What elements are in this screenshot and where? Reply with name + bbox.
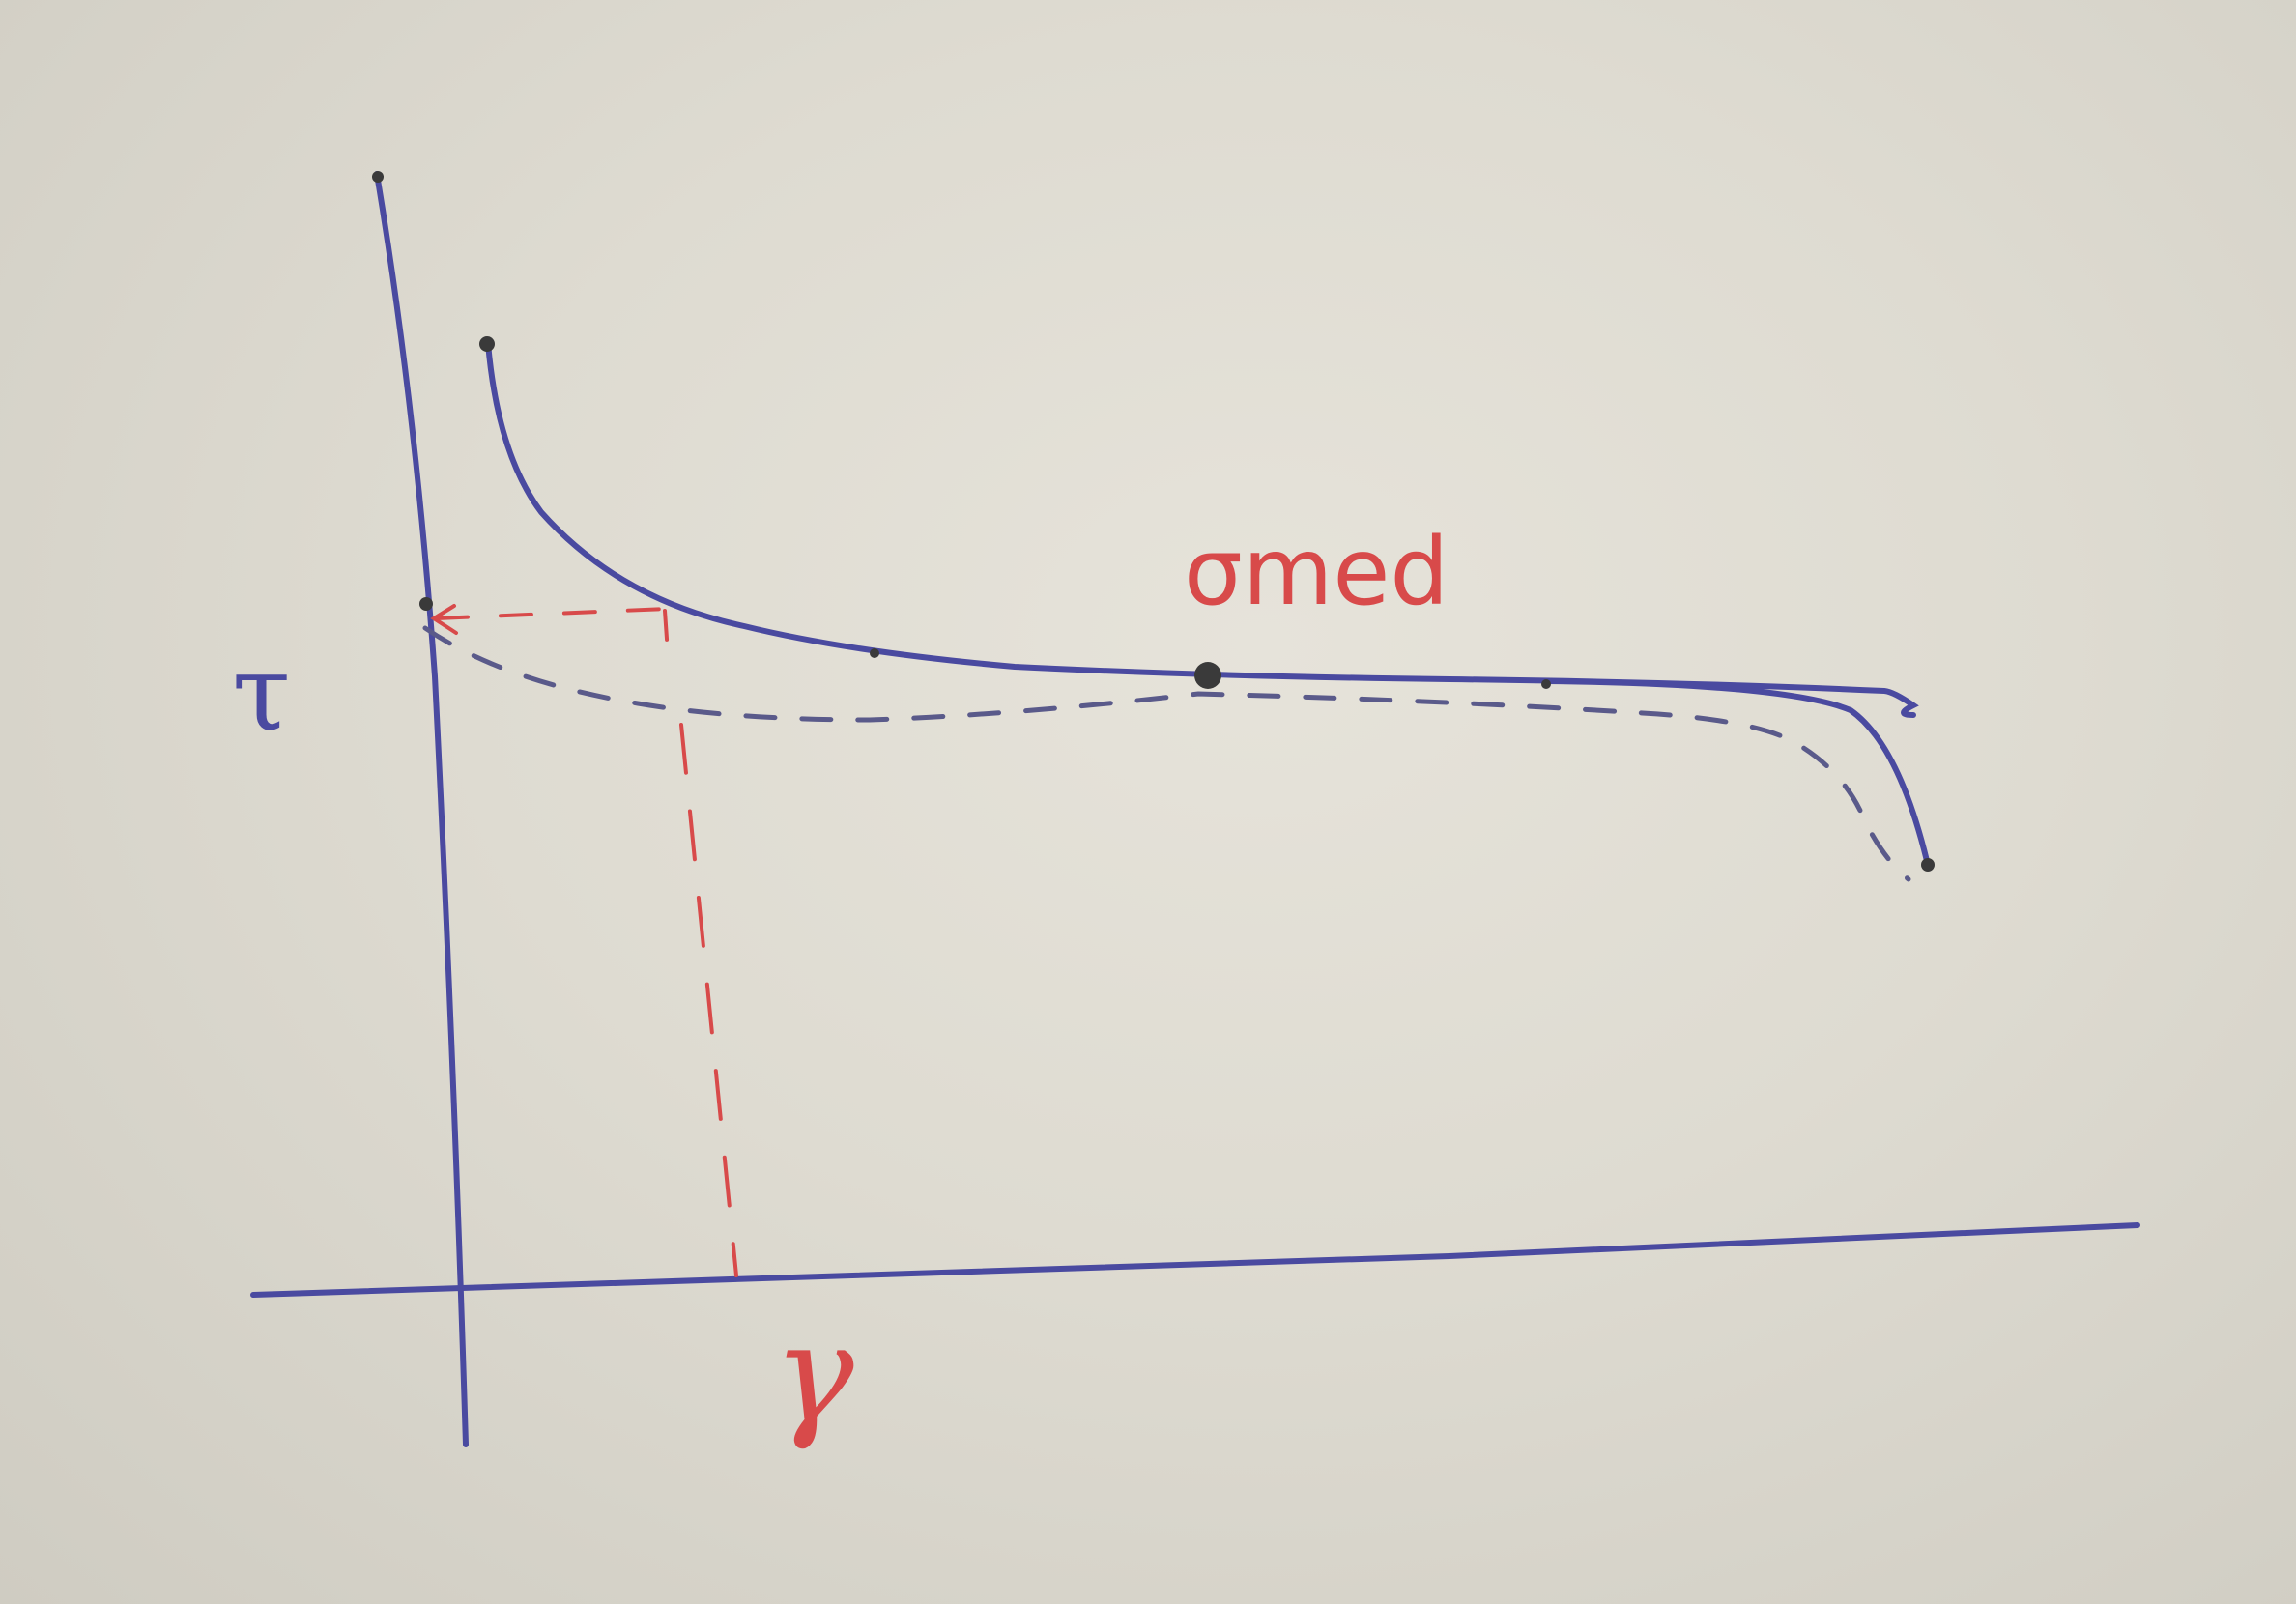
y-axis-intersection-dot	[419, 597, 433, 611]
curve-dot-2	[1541, 679, 1551, 689]
curve-label: σmed	[1184, 518, 1449, 626]
x-axis-label: γ	[773, 1296, 854, 1453]
y-axis-tip-dot	[372, 171, 384, 183]
solid-curve	[485, 340, 1931, 868]
curve-end-dot	[1921, 858, 1935, 872]
red-short-vertical-guide	[663, 609, 671, 669]
y-axis-label: τ	[232, 631, 291, 755]
y-axis	[374, 171, 469, 1447]
red-horizontal-guide	[435, 607, 669, 620]
curve-dot-median	[1194, 662, 1221, 689]
curve-dot-1	[870, 648, 879, 658]
red-arrowhead	[430, 604, 458, 635]
x-axis	[250, 1222, 2140, 1298]
curve-start-dot	[479, 336, 495, 352]
red-vertical-guide	[679, 723, 738, 1277]
dashed-curve	[422, 625, 1911, 882]
